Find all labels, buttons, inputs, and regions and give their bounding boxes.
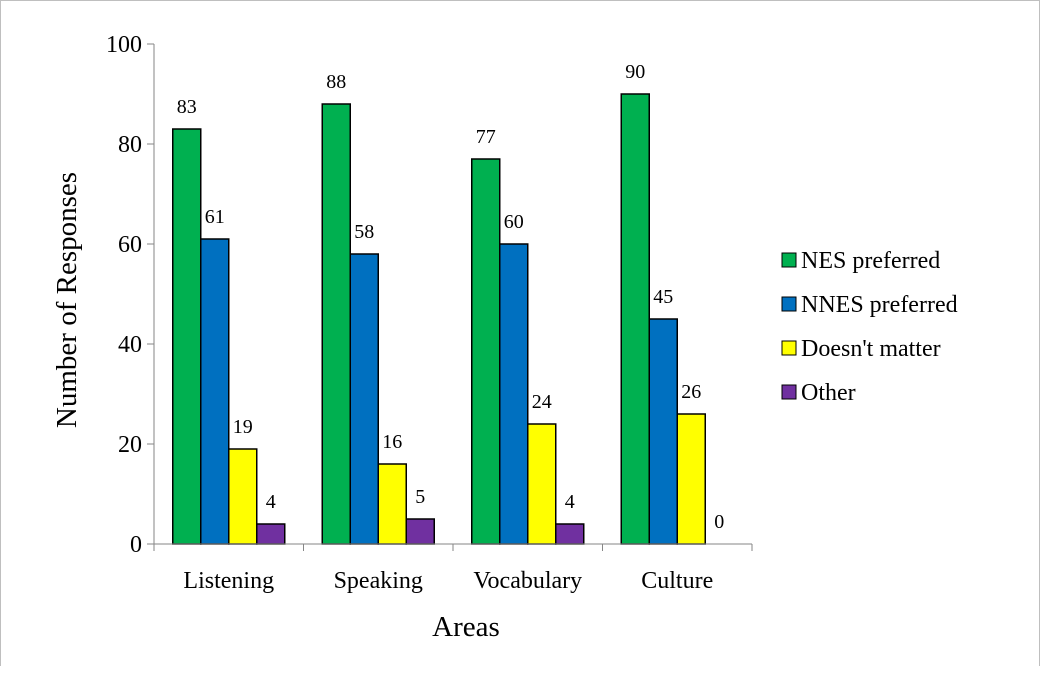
data-labels: 83 61 19 4 88 58 16 5 77 60 24 4 90 45 26 0	[177, 61, 725, 533]
data-label: 4	[565, 491, 575, 513]
bar-speaking-series-4	[405, 518, 435, 545]
bar-culture-series-1	[620, 93, 650, 545]
bar-culture-series-2	[648, 318, 678, 545]
y-tick-label: 80	[118, 132, 142, 158]
bar-listening-series-4	[256, 523, 286, 545]
bars	[172, 93, 706, 545]
data-label: 45	[653, 286, 673, 308]
x-tick-label: Vocabulary	[473, 568, 582, 594]
legend-label: Doesn't matter	[801, 336, 941, 362]
bar-speaking-series-1	[321, 103, 351, 545]
bar-vocabulary-series-2	[499, 243, 529, 545]
data-label: 60	[504, 211, 524, 233]
bar-vocabulary-series-1	[471, 158, 501, 545]
data-label: 90	[625, 61, 645, 83]
data-label: 19	[233, 416, 253, 438]
x-axis-title: Areas	[432, 611, 500, 643]
legend-label: NES preferred	[801, 248, 940, 274]
data-label: 61	[205, 206, 225, 228]
x-tick-label: Speaking	[334, 568, 423, 594]
y-tick-label: 20	[118, 432, 142, 458]
bar-culture-series-3	[676, 413, 706, 545]
bar-speaking-series-3	[377, 463, 407, 545]
bar-vocabulary-series-3	[527, 423, 557, 545]
x-tick-label: Listening	[183, 568, 274, 594]
data-label: 24	[532, 391, 552, 413]
data-label: 77	[476, 126, 496, 148]
legend-label: NNES preferred	[801, 292, 958, 318]
y-axis-title: Number of Responses	[51, 172, 83, 428]
bar-listening-series-2	[200, 238, 230, 545]
legend-swatch	[781, 296, 797, 312]
x-tick-label: Culture	[641, 568, 713, 594]
legend-swatch	[781, 340, 797, 356]
data-label: 0	[714, 511, 724, 533]
bar-listening-series-3	[228, 448, 258, 545]
bar-listening-series-1	[172, 128, 202, 545]
legend-swatch	[781, 384, 797, 400]
data-label: 4	[266, 491, 276, 513]
y-tick-label: 0	[130, 532, 142, 558]
data-label: 83	[177, 96, 197, 118]
y-axis-ticks: 0 20 40 60 80 100	[106, 32, 154, 558]
bar-speaking-series-2	[349, 253, 379, 545]
data-label: 58	[354, 221, 374, 243]
legend-label: Other	[801, 380, 856, 406]
y-tick-label: 60	[118, 232, 142, 258]
data-label: 5	[415, 486, 425, 508]
x-axis-ticks: Listening Speaking Vocabulary Culture	[153, 544, 753, 594]
legend-swatch	[781, 252, 797, 268]
y-tick-label: 100	[106, 32, 142, 58]
data-label: 16	[382, 431, 402, 453]
legend: NES preferred NNES preferred Doesn't matte…	[781, 248, 958, 406]
y-tick-label: 40	[118, 332, 142, 358]
bar-vocabulary-series-4	[555, 523, 585, 545]
data-label: 26	[681, 381, 701, 403]
data-label: 88	[326, 71, 346, 93]
